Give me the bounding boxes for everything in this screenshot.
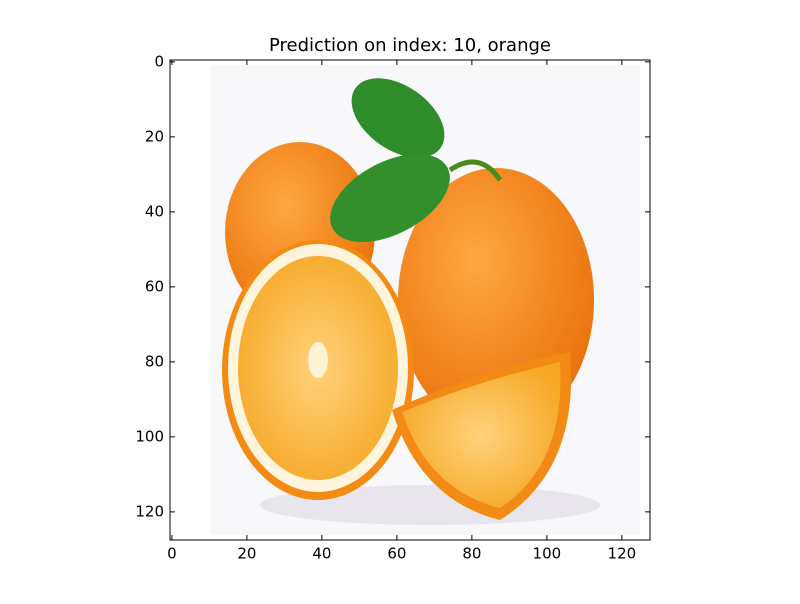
y-tick-label: 0 xyxy=(154,52,164,70)
x-tick-label: 20 xyxy=(237,545,256,563)
chart-title: Prediction on index: 10, orange xyxy=(269,35,551,56)
y-tick-label: 20 xyxy=(145,127,164,145)
y-tick-label: 60 xyxy=(145,277,164,295)
axes-frame xyxy=(169,59,651,541)
x-tick-label: 80 xyxy=(462,545,481,563)
y-tick-label: 100 xyxy=(135,427,164,445)
x-tick-label: 100 xyxy=(533,545,562,563)
x-tick-label: 0 xyxy=(167,545,177,563)
y-tick-label: 80 xyxy=(145,352,164,370)
y-tick-label: 40 xyxy=(145,202,164,220)
image xyxy=(170,60,650,540)
x-tick-label: 40 xyxy=(312,545,331,563)
x-tick-label: 120 xyxy=(608,545,637,563)
x-tick-label: 60 xyxy=(387,545,406,563)
y-tick-label: 120 xyxy=(135,502,164,520)
